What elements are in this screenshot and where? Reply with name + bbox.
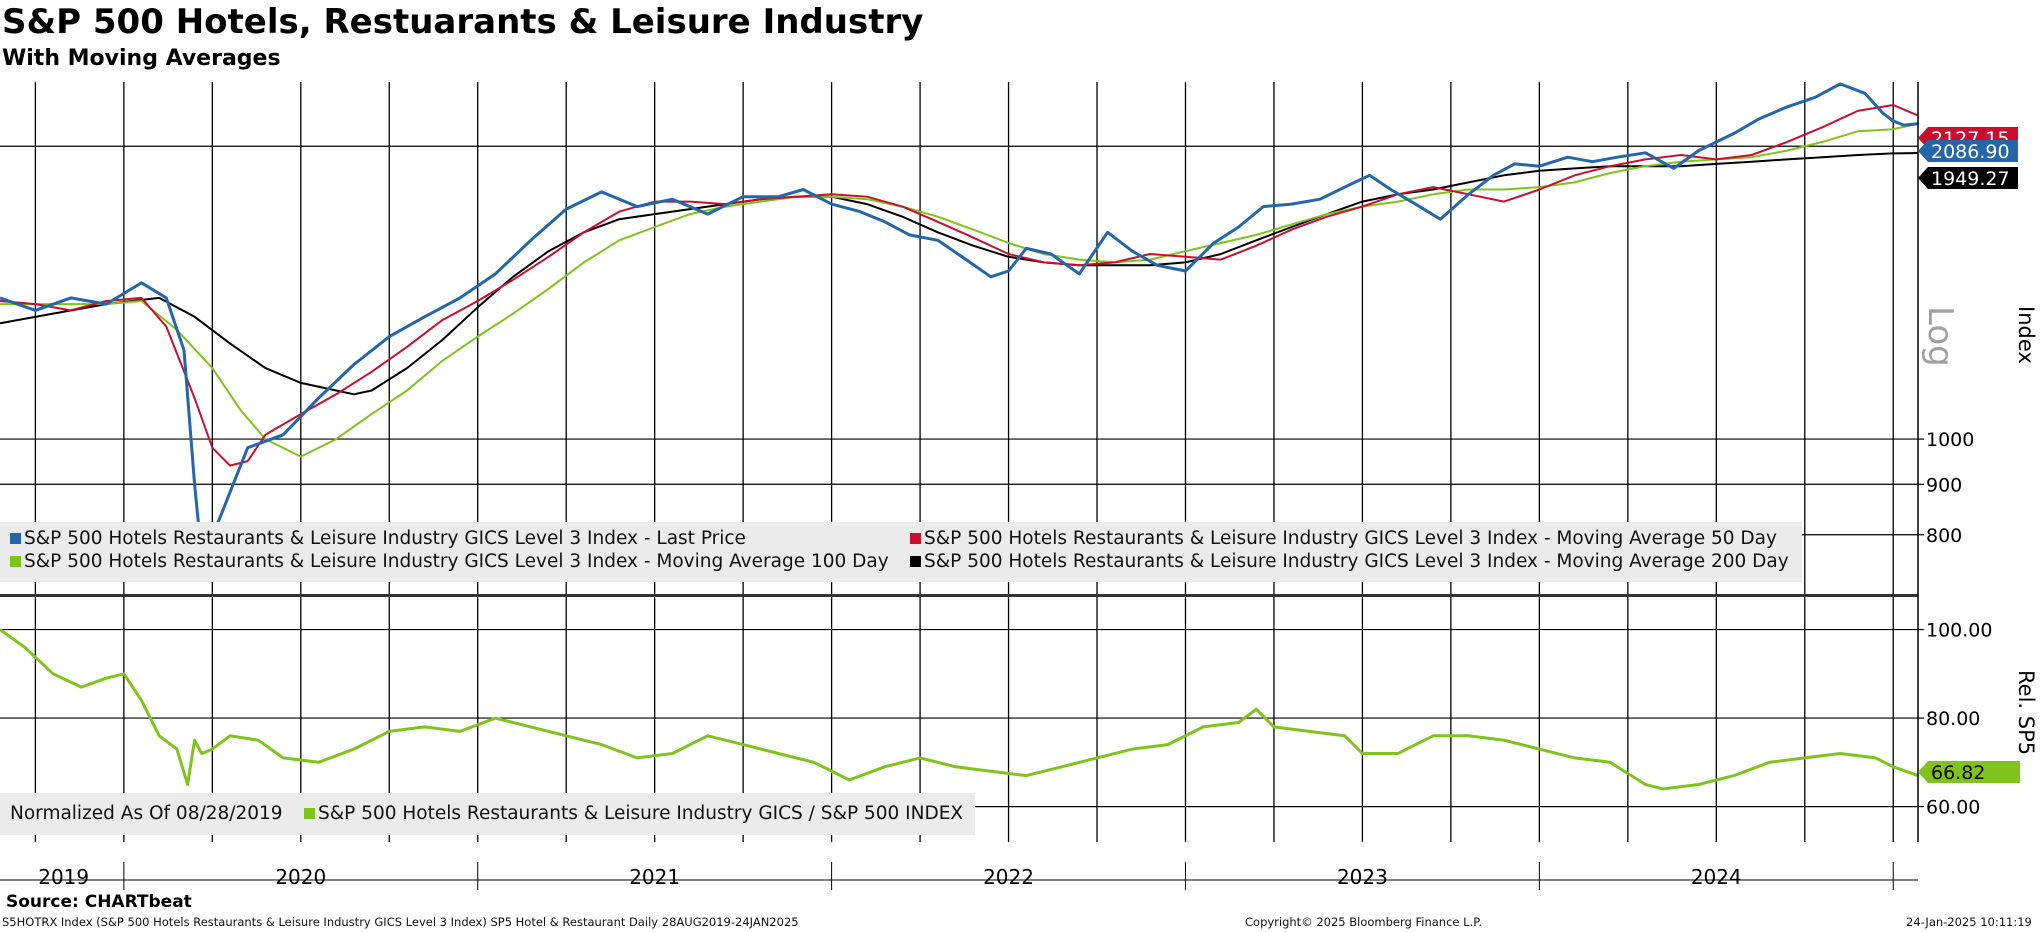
x-tick-label: 2020	[275, 865, 326, 889]
legend-swatch-red	[910, 532, 921, 544]
legend-note: Normalized As Of 08/28/2019	[10, 803, 283, 825]
upper-legend: S&P 500 Hotels Restaurants & Leisure Ind…	[0, 522, 1802, 582]
normalized-note: Normalized As Of 08/28/2019	[10, 803, 283, 824]
lower-axis-label: Rel. SP5	[2014, 670, 2038, 756]
x-tick-label: 2021	[629, 865, 680, 889]
footer-right: 24-Jan-2025 10:11:19	[1906, 915, 2032, 929]
upper-series-group	[0, 82, 1919, 559]
series-line-moving-average-50-day	[0, 104, 1919, 467]
series-line-moving-average-100-day	[0, 122, 1919, 458]
legend-swatch-green	[10, 555, 21, 567]
legend-label: S&P 500 Hotels Restaurants & Leisure Ind…	[924, 528, 1777, 549]
axes-group: 800 900 1000 60.00 80.00 100.00 2019 2020 2021 20…	[0, 82, 1992, 890]
x-tick-label: 2019	[38, 865, 89, 889]
series-line-last-price	[0, 82, 1919, 559]
x-tick-label: 2024	[1691, 865, 1742, 889]
horizontal-gridlines	[0, 145, 1918, 808]
y-tick-label: 60.00	[1926, 797, 1980, 819]
source-note: Source: CHARTbeat	[6, 892, 192, 912]
legend-label: S&P 500 Hotels Restaurants & Leisure Ind…	[24, 551, 889, 572]
y-tick-label: 80.00	[1926, 708, 1980, 730]
legend-item-ma200: S&P 500 Hotels Restaurants & Leisure Ind…	[910, 551, 1789, 573]
lower-legend: Normalized As Of 08/28/2019 S&P 500 Hote…	[0, 793, 975, 835]
legend-item-ma100: S&P 500 Hotels Restaurants & Leisure Ind…	[10, 551, 889, 573]
legend-swatch-black	[910, 555, 921, 567]
series-line-moving-average-200-day	[0, 152, 1919, 396]
value-tag-bg	[1918, 140, 2018, 162]
series-line-s-p-500-hotels-restaurants-leisure-industry-gics-s-p-500-index	[0, 628, 1919, 791]
legend-item-last-price: S&P 500 Hotels Restaurants & Leisure Ind…	[10, 528, 746, 550]
chart-title: S&P 500 Hotels, Restuarants & Leisure In…	[2, 2, 924, 42]
value-tag-label: 2086.90	[1931, 141, 2010, 163]
x-tick-label: 2023	[1337, 865, 1388, 889]
value-tag-label: 1949.27	[1931, 168, 2010, 190]
lower-series-group	[0, 628, 1919, 791]
value-tag-label: 66.82	[1931, 762, 1985, 784]
scale-label: Log	[1920, 306, 1960, 367]
upper-axis-label: Index	[2014, 306, 2038, 364]
legend-item-ma50: S&P 500 Hotels Restaurants & Leisure Ind…	[910, 528, 1777, 550]
legend-label: S&P 500 Hotels Restaurants & Leisure Ind…	[24, 528, 746, 549]
panel-divider	[0, 594, 1918, 597]
vertical-gridlines	[34, 82, 1894, 842]
y-tick-label: 100.00	[1926, 620, 1992, 642]
legend-swatch-green	[304, 807, 315, 819]
y-tick-label: 900	[1926, 474, 1962, 496]
legend-label: S&P 500 Hotels Restaurants & Leisure Ind…	[318, 803, 964, 824]
footer-center: Copyright© 2025 Bloomberg Finance L.P.	[1245, 915, 1482, 929]
footer-left: S5HOTRX Index (S&P 500 Hotels Restaurant…	[2, 915, 799, 929]
chart-subtitle: With Moving Averages	[2, 46, 281, 71]
value-tag-bg	[1918, 167, 2018, 189]
legend-swatch-blue	[10, 532, 21, 544]
y-tick-label: 1000	[1926, 429, 1974, 451]
value-tag-bg	[1918, 761, 2020, 783]
y-tick-label: 800	[1926, 525, 1962, 547]
legend-label: S&P 500 Hotels Restaurants & Leisure Ind…	[924, 551, 1789, 572]
legend-item-relative: S&P 500 Hotels Restaurants & Leisure Ind…	[304, 803, 963, 825]
x-tick-label: 2022	[983, 865, 1034, 889]
